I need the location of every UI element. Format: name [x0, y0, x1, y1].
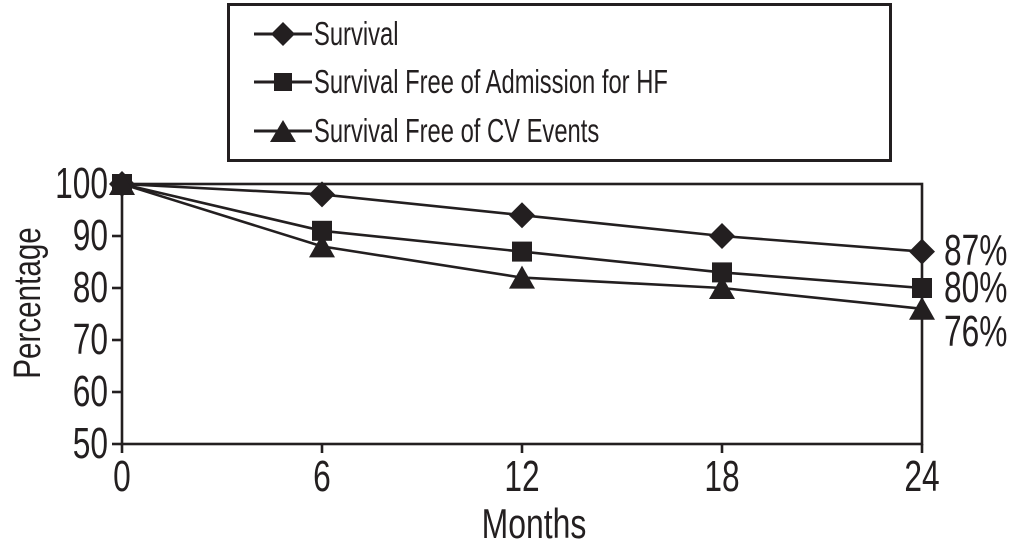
square-marker-icon — [254, 73, 312, 92]
chart-legend: Survival Survival Free of Admission for … — [227, 3, 892, 162]
x-tick-0: 0 — [113, 452, 131, 501]
y-tick-100: 100 — [55, 159, 108, 208]
x-tick-24: 24 — [904, 452, 940, 501]
x-tick-12: 12 — [504, 452, 540, 501]
legend-item-hf-admission: Survival Free of Admission for HF — [252, 62, 889, 102]
x-tick-18: 18 — [704, 452, 740, 501]
y-tick-80: 80 — [72, 263, 108, 312]
y-tick-70: 70 — [72, 315, 108, 364]
end-label-survival: 87% — [944, 226, 1008, 275]
diamond-marker-icon — [254, 22, 312, 47]
triangle-marker-icon — [254, 119, 312, 142]
end-label-hf-admission: 80% — [944, 263, 1008, 312]
y-tick-50: 50 — [72, 419, 108, 468]
end-label-cv-events: 76% — [944, 307, 1008, 356]
y-tick-60: 60 — [72, 367, 108, 416]
y-axis-title: Percentage — [7, 227, 49, 379]
legend-label-cv-events: Survival Free of CV Events — [314, 111, 600, 149]
legend-label-hf-admission: Survival Free of Admission for HF — [314, 63, 668, 101]
legend-item-cv-events: Survival Free of CV Events — [252, 111, 889, 151]
x-tick-6: 6 — [313, 452, 331, 501]
y-tick-90: 90 — [72, 211, 108, 260]
legend-item-survival: Survival — [252, 14, 889, 54]
legend-label-survival: Survival — [314, 15, 399, 53]
x-axis-title: Months — [481, 500, 587, 547]
